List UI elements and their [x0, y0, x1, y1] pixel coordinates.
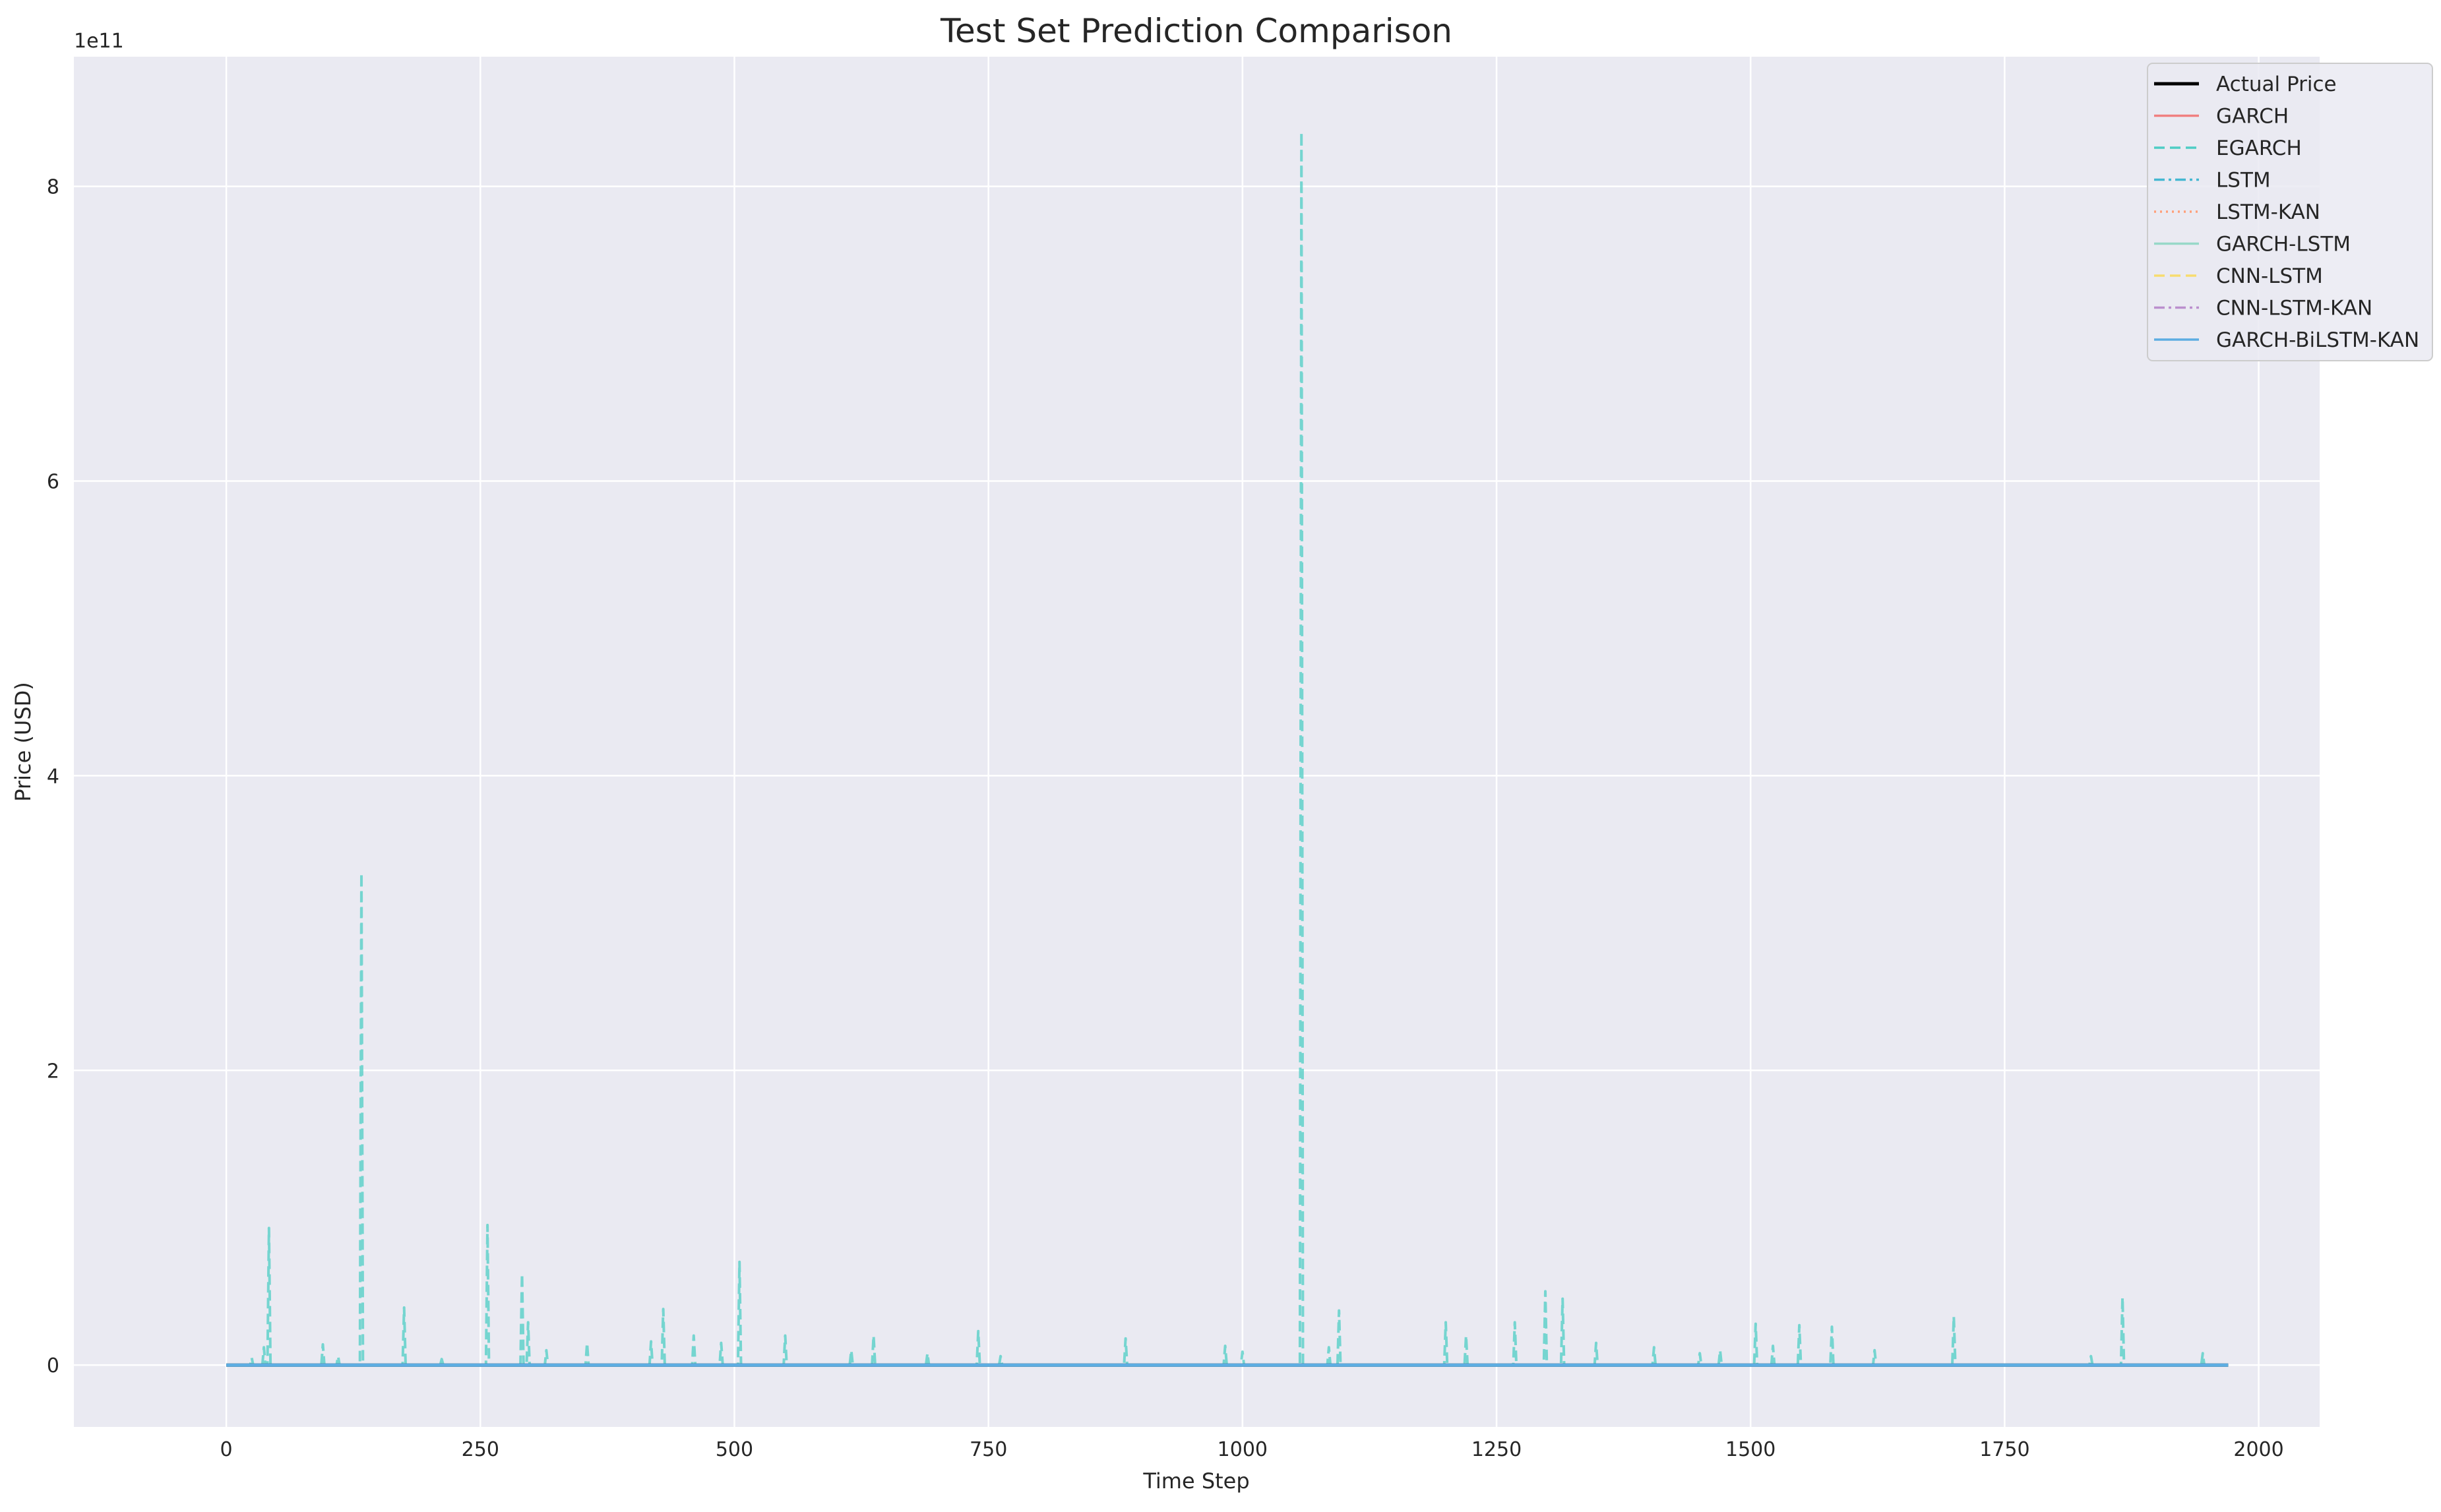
legend-label-lstm: LSTM — [2216, 169, 2271, 193]
legend-label-garch-lstm: GARCH-LSTM — [2216, 233, 2351, 257]
y-tick-label: 0 — [47, 1354, 59, 1377]
x-tick-label: 1500 — [1725, 1438, 1776, 1461]
plot-area — [74, 57, 2320, 1427]
y-tick-label: 4 — [47, 765, 59, 788]
x-tick-label: 1000 — [1218, 1438, 1268, 1461]
x-tick-label: 750 — [970, 1438, 1007, 1461]
x-tick-label: 0 — [220, 1438, 233, 1461]
legend-label-garch-bilstm-kan: GARCH-BiLSTM-KAN — [2216, 328, 2419, 352]
x-axis-label: Time Step — [1142, 1468, 1249, 1494]
legend-box — [2147, 63, 2433, 361]
legend-label-egarch: EGARCH — [2216, 136, 2302, 160]
x-tick-label: 1750 — [1979, 1438, 2029, 1461]
y-tick-label: 8 — [47, 176, 59, 199]
legend: Actual Price GARCH EGARCH LSTM LSTM-KAN GARCH… — [2147, 63, 2433, 361]
y-tick-label: 6 — [47, 471, 59, 494]
legend-label-cnn-lstm: CNN-LSTM — [2216, 264, 2323, 288]
x-tick-label: 250 — [462, 1438, 499, 1461]
y-axis-label: Price (USD) — [11, 682, 36, 802]
chart-title: Test Set Prediction Comparison — [940, 12, 1452, 50]
x-tick-label: 1250 — [1471, 1438, 1522, 1461]
y-axis-ticks: 0 2 4 6 8 — [47, 176, 59, 1378]
x-tick-label: 500 — [716, 1438, 753, 1461]
y-offset-label: 1e11 — [74, 30, 124, 53]
legend-label-cnn-lstm-kan: CNN-LSTM-KAN — [2216, 297, 2372, 320]
legend-label-actual-price: Actual Price — [2216, 73, 2337, 96]
series-layer — [226, 131, 2229, 1367]
legend-label-lstm-kan: LSTM-KAN — [2216, 200, 2320, 224]
x-axis-ticks: 0 250 500 750 1000 1250 1500 1750 2000 — [220, 1438, 2284, 1461]
legend-label-garch: GARCH — [2216, 105, 2289, 129]
x-tick-label: 2000 — [2233, 1438, 2283, 1461]
y-tick-label: 2 — [47, 1060, 59, 1083]
